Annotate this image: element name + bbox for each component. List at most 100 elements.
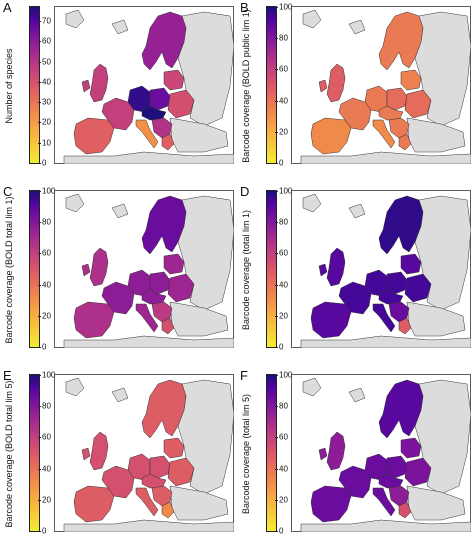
region-greece (398, 133, 412, 151)
region-east (167, 273, 195, 303)
non-study-land (348, 203, 366, 219)
colorbar (29, 374, 40, 532)
colorbar-tick-label: 60 (279, 248, 288, 258)
colorbar-tick-label: 40 (42, 280, 51, 290)
region-greece (161, 133, 175, 151)
panel-f: F Barcode coverage (total lim 5) 0 20 40 60 80… (237, 368, 474, 551)
colorbar-tick-label: 10 (42, 138, 51, 148)
region-uk (81, 247, 109, 287)
non-study-land (65, 377, 85, 397)
region-east (404, 273, 432, 303)
region-uk (318, 431, 346, 471)
colorbar-tick-mark (275, 437, 278, 439)
panel-d: D Barcode coverage (total lim 1) 0 20 40 60 80… (237, 184, 474, 367)
colorbar-label: Barcode coverage (BOLD total lim 1) (4, 196, 14, 344)
colorbar-tick-label: 80 (279, 217, 288, 227)
colorbar-tick-label: 20 (42, 495, 51, 505)
colorbar-tick-mark (38, 437, 41, 439)
colorbar-tick-label: 60 (279, 432, 288, 442)
non-study-land (111, 203, 129, 219)
non-study-land (63, 335, 234, 348)
region-uk (81, 431, 109, 471)
region-baltic (400, 69, 422, 91)
colorbar (266, 190, 277, 348)
colorbar-tick-mark (38, 222, 41, 224)
europe-map (54, 190, 234, 348)
region-east (167, 457, 195, 487)
region-nordic (378, 379, 424, 439)
region-italy (135, 303, 159, 333)
colorbar-tick-mark (38, 531, 41, 532)
region-east (404, 89, 432, 119)
europe-map (291, 190, 471, 348)
colorbar-label: Barcode coverage (total lim 5) (241, 393, 251, 515)
region-iberia (73, 117, 115, 155)
panel-letter: E (3, 368, 12, 383)
colorbar-tick-mark (275, 468, 278, 470)
colorbar-tick-mark (275, 163, 278, 164)
panel-letter: A (3, 0, 12, 15)
colorbar-tick-mark (38, 375, 41, 376)
colorbar-tick-label: 70 (42, 16, 51, 26)
colorbar-tick-mark (38, 347, 41, 348)
colorbar-tick-mark (38, 406, 41, 408)
panel-letter: C (3, 184, 13, 199)
region-nordic (141, 195, 187, 255)
region-nordic (378, 195, 424, 255)
colorbar-tick-mark (275, 38, 278, 40)
colorbar-tick-label: 20 (42, 117, 51, 127)
europe-map (54, 374, 234, 532)
colorbar-tick-mark (38, 315, 41, 317)
colorbar-tick-label: 60 (42, 36, 51, 46)
colorbar-tick-mark (275, 284, 278, 286)
region-iberia (310, 117, 352, 155)
colorbar-label: Barcode coverage (BOLD public lim 1) (241, 9, 251, 163)
colorbar-tick-mark (275, 69, 278, 71)
colorbar-tick-label: 0 (42, 158, 47, 168)
region-east (167, 89, 195, 119)
non-study-land (300, 519, 471, 532)
region-central (141, 473, 167, 489)
colorbar-tick-mark (38, 499, 41, 501)
colorbar-tick-label: 30 (42, 97, 51, 107)
colorbar-tick-mark (275, 253, 278, 255)
colorbar-tick-label: 20 (42, 311, 51, 321)
region-central (378, 105, 404, 121)
region-central (141, 105, 167, 121)
europe-map (291, 374, 471, 532)
region-france (338, 281, 372, 315)
colorbar-tick-label: 40 (42, 464, 51, 474)
colorbar-tick-label: 100 (42, 186, 56, 196)
colorbar-tick-label: 0 (279, 158, 284, 168)
colorbar-tick-label: 20 (279, 127, 288, 137)
region-france (101, 465, 135, 499)
colorbar-tick-label: 80 (42, 401, 51, 411)
panel-e: E Barcode coverage (BOLD total lim 5) 0 20 4… (0, 368, 237, 551)
colorbar-tick-label: 0 (42, 526, 47, 536)
region-nordic (141, 379, 187, 439)
non-study-land (348, 19, 366, 35)
non-study-land (63, 151, 234, 164)
region-baltic (163, 69, 185, 91)
colorbar-tick-mark (38, 41, 41, 43)
region-greece (161, 501, 175, 519)
colorbar-tick-mark (38, 81, 41, 83)
colorbar-tick-mark (275, 315, 278, 317)
colorbar-tick-mark (275, 222, 278, 224)
region-italy (135, 119, 159, 149)
colorbar-tick-label: 100 (279, 370, 293, 380)
non-study-land (63, 519, 234, 532)
colorbar-tick-label: 60 (42, 432, 51, 442)
region-uk (318, 247, 346, 287)
region-greece (161, 317, 175, 335)
region-baltic (400, 253, 422, 275)
region-greece (398, 317, 412, 335)
region-france (101, 281, 135, 315)
panel-a: A Number of species 0 10 20 30 40 50 60 70 (0, 0, 237, 183)
colorbar-tick-mark (275, 347, 278, 348)
colorbar-label: Barcode coverage (total lim 1) (241, 209, 251, 331)
region-east (404, 457, 432, 487)
region-nordic (378, 11, 424, 71)
colorbar (266, 6, 277, 164)
non-study-land (300, 335, 471, 348)
